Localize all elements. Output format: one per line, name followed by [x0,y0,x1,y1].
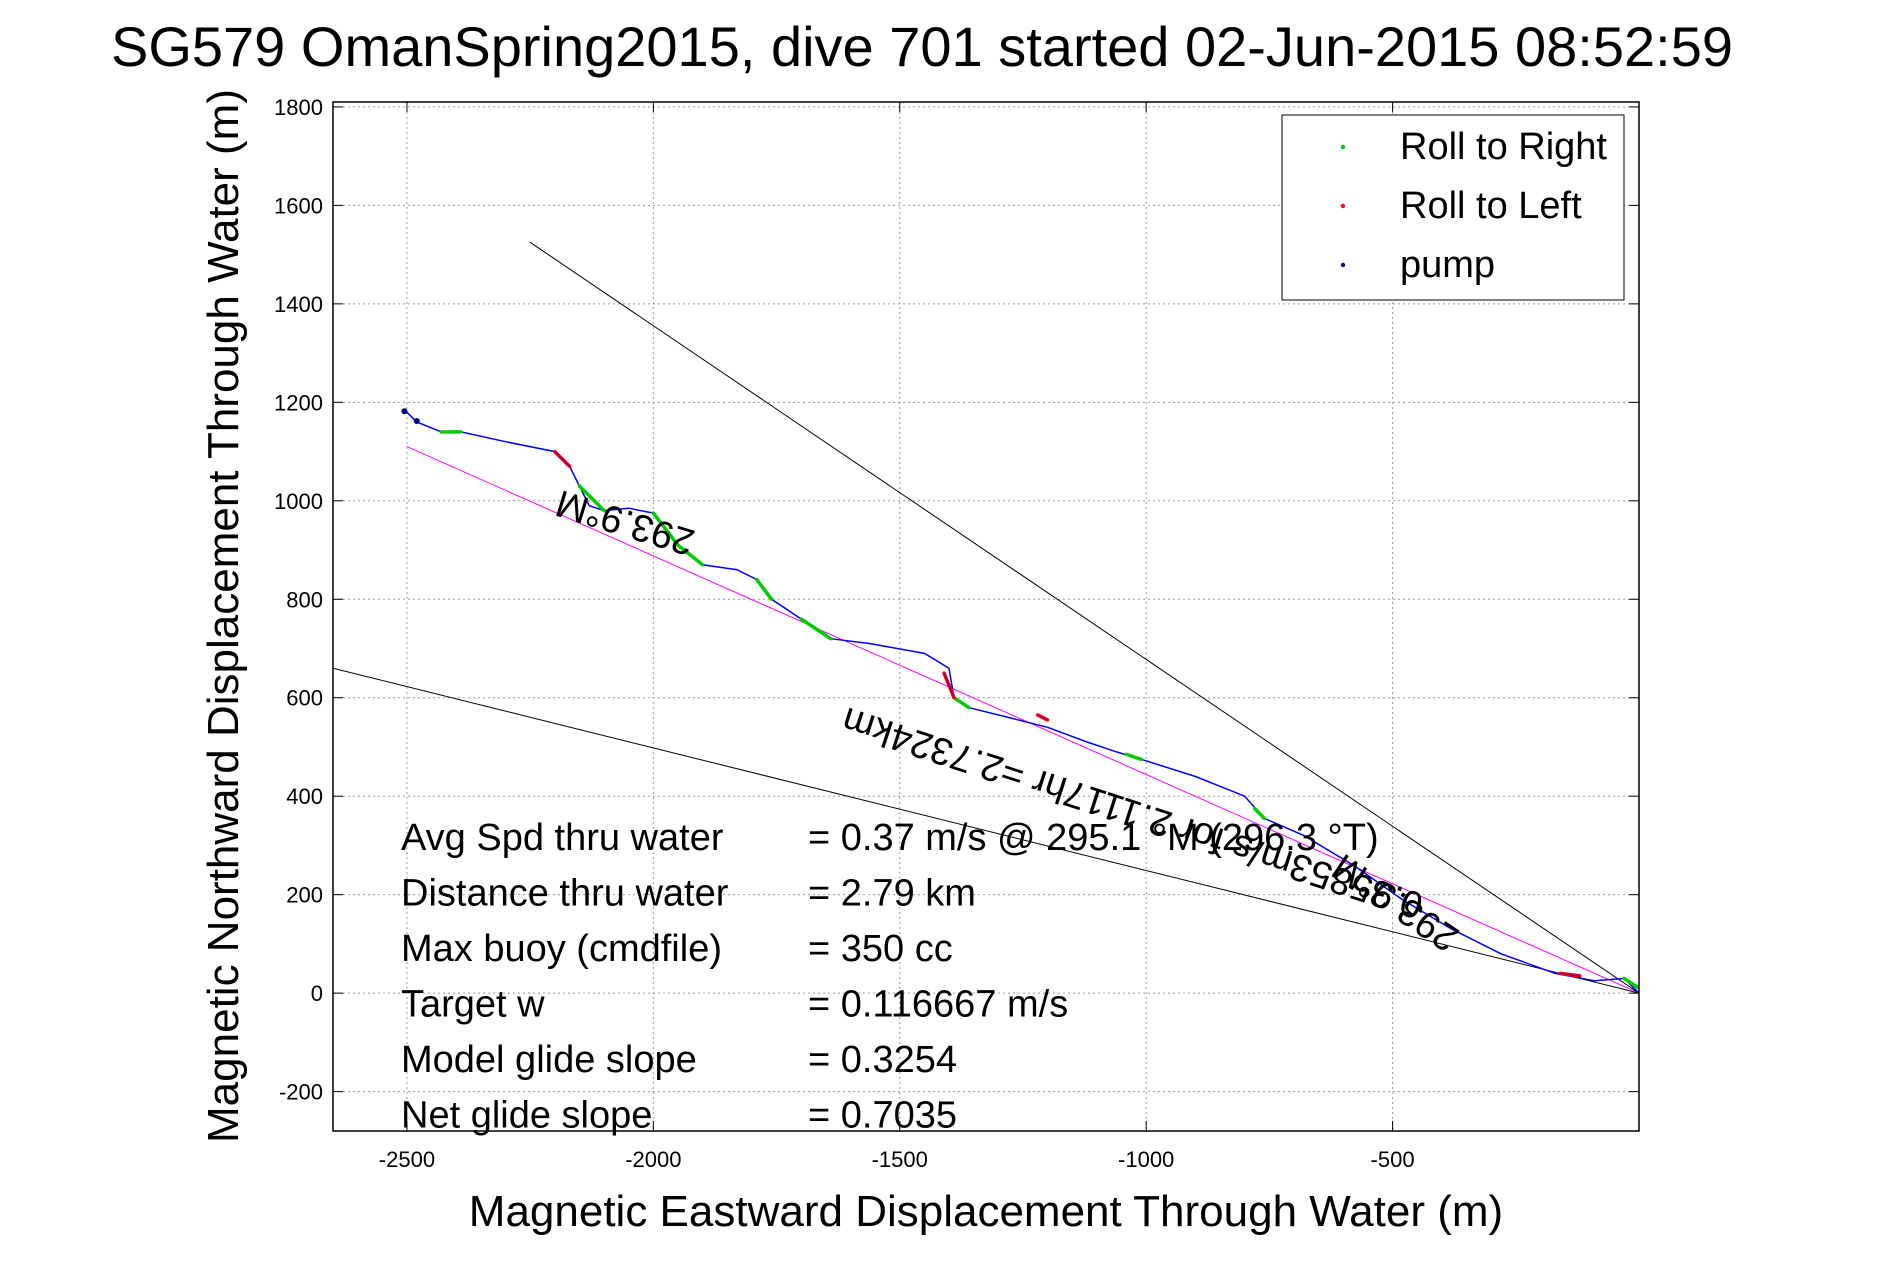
reference-lines [333,241,1639,994]
x-tick-label: -500 [1371,1147,1415,1172]
stats-label: Avg Spd thru water [401,817,724,859]
x-tick-label: -2500 [379,1147,435,1172]
dive-track [406,411,1639,994]
reference-line-lower [333,667,1639,994]
stats-value: = 0.7035 [808,1095,957,1137]
y-tick-label: 800 [286,587,323,612]
y-tick-label: 400 [286,784,323,809]
plot-frame [332,101,1640,1132]
reference-line-upper [529,241,1639,994]
y-axis-ticks: 1800 1600 1400 1200 1000 800 600 400 200 0 -200 [274,95,1639,1105]
y-tick-label: 1400 [274,292,323,317]
stats-value: = 0.3254 [808,1039,957,1081]
stats-value: = 0.37 m/s @ 295.1 °M (296.3 °T) [808,817,1379,859]
x-tick-label: -1500 [872,1147,928,1172]
y-tick-label: 1600 [274,193,323,218]
legend: Roll to Right Roll to Left pump [1281,114,1625,301]
y-tick-label: 200 [286,883,323,908]
legend-marker [1340,144,1346,150]
roll-left-segment-core [554,451,571,467]
x-axis-ticks: -2500 -2000 -1500 -1000 -500 [379,102,1415,1172]
roll-right-segment [952,695,971,710]
dive-track-line [406,411,1639,994]
desired-heading-line [406,446,1639,994]
x-tick-label: -1000 [1118,1147,1174,1172]
legend-marker [1340,262,1346,268]
stats-value: = 2.79 km [808,873,976,915]
stats-value: = 350 cc [808,928,953,970]
roll-left-segment-core [943,672,955,698]
legend-box [1281,114,1625,301]
roll-right-segment [577,484,606,513]
roll-right-segment [799,617,833,641]
legend-marker [1340,203,1346,209]
stats-label: Target w [401,984,545,1026]
stats-label: Model glide slope [401,1039,697,1081]
stats-value: = 0.116667 m/s [808,984,1068,1026]
roll-right-segment [1622,976,1639,990]
legend-items: Roll to Right Roll to Left pump [1340,126,1607,286]
legend-label: Roll to Right [1400,126,1607,168]
roll-right-segment [651,511,705,567]
y-tick-label: 1200 [274,390,323,415]
x-tick-label: -2000 [625,1147,681,1172]
chart-title: SG579 OmanSpring2015, dive 701 started 0… [111,15,1733,78]
x-axis-label: Magnetic Eastward Displacement Through W… [469,1187,1503,1236]
y-tick-label: 1000 [274,489,323,514]
roll-right-segment [1124,752,1143,762]
roll-right-segment [755,577,774,602]
y-tick-label: 600 [286,686,323,711]
stats-block: Avg Spd thru water = 0.37 m/s @ 295.1 °M … [401,817,1379,1137]
y-tick-label: -200 [279,1080,323,1105]
pump-marker [401,408,408,415]
stats-label: Max buoy (cmdfile) [401,928,722,970]
pump-marker [413,418,420,425]
y-tick-label: 0 [311,981,323,1006]
roll-left-segment-core [1037,714,1048,721]
y-tick-label: 1800 [274,95,323,120]
roll-markers [401,408,1639,990]
roll-right-segment [1252,806,1267,821]
legend-label: Roll to Left [1400,185,1582,227]
stats-label: Net glide slope [401,1095,652,1137]
roll-left-segment-core [1560,972,1580,977]
y-axis-label: Magnetic Northward Displacement Through … [199,89,248,1143]
legend-label: pump [1400,244,1495,286]
stats-label: Distance thru water [401,873,729,915]
